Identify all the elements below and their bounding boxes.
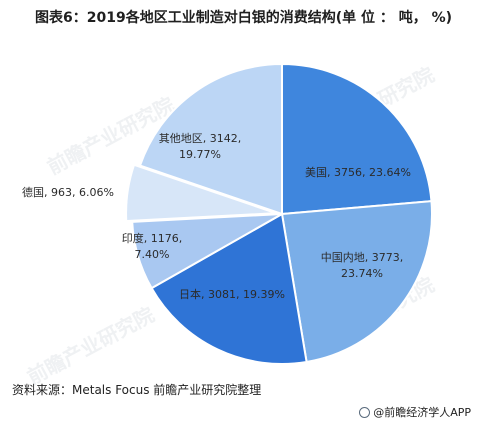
pie-slice-2 (150, 212, 308, 365)
brand-credit: @前瞻经济学人APP (359, 404, 471, 420)
pie-chart: 美国, 3756, 23.64% 中国内地, 3773, 23.74% 日本, 308… (22, 62, 433, 365)
pie-slice-4 (125, 163, 277, 223)
chart-title: 图表6：2019各地区工业制造对白银的消费结构(单 位 ： 吨， %) (34, 10, 453, 26)
slice-label-4: 德国, 963, 6.06% (22, 185, 114, 199)
slice-label-5: 其他地区, 3142, 19.77% (159, 132, 241, 161)
slice-label-2: 日本, 3081, 19.39% (179, 287, 285, 301)
slice-label-1: 中国内地, 3773, 23.74% (321, 250, 403, 280)
slice-label-3: 印度, 1176, 7.40% (122, 231, 182, 261)
pie-slice-1 (280, 200, 433, 364)
pie-slice-5 (138, 62, 283, 216)
brand-logo-icon (359, 407, 371, 418)
pie-slice-0 (281, 62, 433, 216)
pie-slice-3 (131, 213, 283, 290)
brand-text: @前瞻经济学人APP (373, 406, 471, 419)
slice-label-0: 美国, 3756, 23.64% (305, 166, 411, 179)
source-note: 资料来源：Metals Focus 前瞻产业研究院整理 (12, 383, 262, 397)
pie-chart-area: 美国, 3756, 23.64% 中国内地, 3773, 23.74% 日本, 308… (0, 46, 487, 376)
